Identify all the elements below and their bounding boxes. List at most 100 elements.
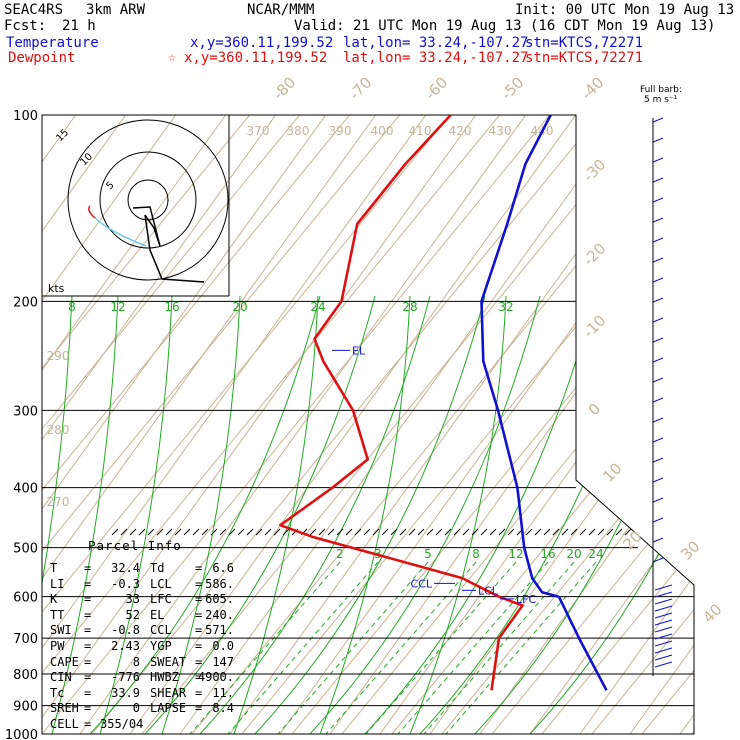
isotherm-label: -70 (345, 73, 375, 103)
parcel-cell: 355/04 (100, 717, 144, 731)
mixing-ratio-dashed (277, 561, 429, 734)
wind-barb (654, 619, 673, 626)
moist-adiabat-line (254, 295, 486, 734)
mixing-ratio-label: 32 (498, 300, 513, 314)
wind-barb (654, 605, 673, 612)
wind-barb (652, 237, 664, 243)
parcel-cell: 33.9 (111, 685, 140, 700)
dry-adiabat-line (42, 115, 301, 734)
mixing-ratio-label: 28 (402, 300, 417, 314)
mixing-ratio-label: 24 (588, 547, 603, 561)
wind-barb (652, 277, 664, 283)
mixing-ratio-line (42, 295, 73, 734)
hatch-mark (489, 528, 497, 536)
hatch-mark (192, 528, 200, 536)
parcel-cell: = (195, 561, 203, 575)
parcel-cell: = (84, 717, 92, 731)
parcel-cell: = (84, 576, 92, 591)
dry-adiabat-line (291, 115, 694, 734)
mixing-ratio-label: 16 (540, 547, 555, 561)
hatch-mark (363, 528, 371, 536)
parcel-row: SWI = -0.8 CCL = 571. (48, 623, 234, 638)
theta-label: 400 (371, 124, 394, 138)
parcel-cell: LAPSE (150, 701, 187, 716)
dewpoint-legend: Dewpoint (8, 50, 76, 66)
wind-barb (654, 661, 673, 668)
parcel-cell: YGP (150, 639, 172, 653)
isotherm-line (229, 115, 677, 734)
parcel-info-title: Parcel Info (88, 538, 182, 553)
mixing-ratio-label: 20 (566, 547, 581, 561)
parcel-cell: 571. (205, 623, 234, 638)
mixing-ratio-label: 12 (110, 300, 125, 314)
dewpoint-xy: x,y=360.11,199.52 (184, 50, 328, 66)
dry-adiabat-line (241, 115, 694, 734)
hatch-mark (417, 528, 425, 536)
isotherm-line (730, 115, 740, 734)
barb-key: Full barb: 5 m s⁻¹ (640, 85, 682, 105)
parcel-cell: = (195, 639, 203, 653)
isotherm-line (679, 115, 694, 734)
level-label: CCL (411, 577, 433, 590)
mixing-ratio-line (51, 295, 119, 734)
hodograph-ring (99, 151, 197, 249)
theta-label: 430 (489, 124, 512, 138)
parcel-cell: 2.43 (111, 639, 140, 653)
isotherm-line (379, 115, 694, 734)
hatch-mark (408, 528, 416, 536)
hatch-mark (219, 528, 227, 536)
parcel-cell: 33 (125, 592, 140, 607)
parcel-row: CAPE = 8 SWEAT = 147 (48, 655, 234, 670)
moist-adiabat-line (364, 295, 596, 734)
parcel-cell: SREH (50, 701, 79, 716)
parcel-row: PW = 2.43 YGP = 0.0 (48, 639, 234, 654)
wind-barb (652, 357, 664, 363)
hatch-mark (318, 528, 326, 536)
hatch-mark (534, 528, 542, 536)
hatch-mark (480, 528, 488, 536)
isotherm-line (529, 115, 694, 734)
parcel-cell: Td (150, 561, 165, 575)
hatch-mark (570, 528, 578, 536)
parcel-cell: CCL (150, 623, 172, 638)
temperature-legend: Temperature (6, 35, 99, 51)
pressure-tick-label: 800 (13, 668, 38, 683)
isotherm-line (329, 115, 694, 734)
parcel-cell: T (50, 561, 58, 575)
parcel-row: K = 33 LFC = 605. (48, 592, 234, 607)
moist-adiabat-line (89, 295, 321, 734)
hodograph-ring-label: 5 (104, 180, 116, 192)
hatch-mark (399, 528, 407, 536)
parcel-cell: LFC (150, 592, 172, 607)
hatch-mark (543, 528, 551, 536)
parcel-cell: HWBZ (150, 670, 179, 685)
org-label: NCAR/MMM (247, 2, 315, 18)
hatch-mark (615, 528, 623, 536)
wind-barb (654, 598, 673, 605)
isotherm-label: -80 (269, 73, 299, 103)
parcel-cell: = (84, 623, 92, 638)
parcel-cell: 6.6 (212, 561, 234, 575)
isotherm-line (42, 115, 377, 734)
moist-adiabat-line (529, 295, 694, 734)
hatch-mark (237, 528, 245, 536)
hatch-mark (606, 528, 614, 536)
isotherm-label: -60 (421, 73, 451, 103)
theta-label: 280 (47, 423, 70, 437)
isotherm-label: 10 (599, 459, 625, 485)
wind-barb (652, 217, 664, 223)
dry-adiabat-line (641, 115, 694, 734)
parcel-cell: = (195, 576, 203, 591)
isotherm-label: 0 (585, 400, 604, 419)
hodograph-ring (67, 119, 229, 281)
wind-barb (652, 497, 664, 503)
isotherm-line (42, 115, 477, 734)
dry-adiabat-line (341, 115, 694, 734)
hatch-mark (111, 528, 119, 536)
dry-adiabat-line (191, 115, 694, 734)
mixing-ratio-label: 12 (508, 547, 523, 561)
parcel-cell: 0.0 (212, 639, 234, 653)
hatch-mark (345, 528, 353, 536)
isotherm-line (42, 115, 277, 734)
wind-barb (652, 417, 664, 423)
